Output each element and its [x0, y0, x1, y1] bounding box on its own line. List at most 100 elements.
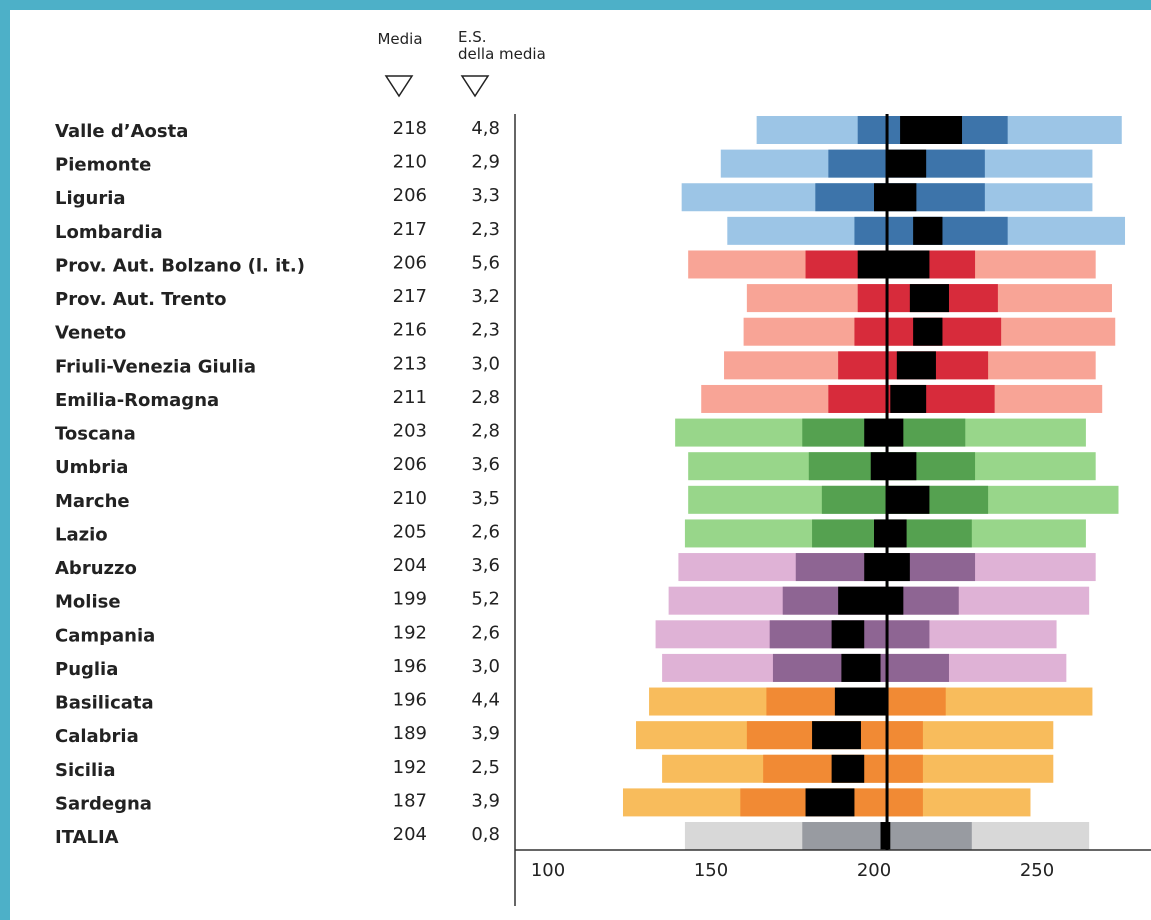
bar-mean-ci: [857, 250, 930, 279]
bar-mean-ci: [870, 452, 917, 481]
header-media: Media: [377, 30, 422, 48]
region-label: Toscana: [55, 424, 136, 445]
es-value: 5,2: [471, 589, 500, 610]
es-value: 2,9: [471, 152, 500, 173]
media-value: 206: [393, 454, 427, 475]
chart-row: Calabria 189 3,9: [55, 721, 1054, 750]
es-value: 2,3: [471, 219, 500, 240]
x-tick-label: 100: [531, 860, 565, 881]
media-value: 189: [393, 723, 427, 744]
region-label: Friuli-Venezia Giulia: [55, 356, 256, 377]
media-value: 213: [393, 353, 427, 374]
es-value: 2,5: [471, 757, 500, 778]
bar-mean-ci: [805, 788, 855, 817]
es-value: 3,9: [471, 790, 500, 811]
region-label: Umbria: [55, 457, 128, 478]
bar-mean-ci: [812, 721, 861, 750]
region-label: Emilia-Romagna: [55, 390, 219, 411]
bar-mean-ci: [913, 317, 943, 346]
bar-mean-ci: [874, 519, 907, 548]
region-label: Veneto: [55, 323, 126, 344]
es-value: 5,6: [471, 252, 500, 273]
media-value: 210: [393, 152, 427, 173]
chart-row: Molise 199 5,2: [55, 586, 1090, 615]
region-label: Calabria: [55, 726, 139, 747]
chart-frame: Media E.S. della media Valle d’Aosta 218 4…: [10, 10, 1151, 920]
bar-mean-ci: [890, 384, 927, 413]
region-label: Liguria: [55, 188, 126, 209]
es-value: 2,6: [471, 622, 500, 643]
es-value: 3,6: [471, 454, 500, 475]
bar-mean-ci: [880, 822, 891, 851]
media-value: 217: [393, 219, 427, 240]
media-value: 218: [393, 118, 427, 139]
x-tick-label: 250: [1020, 860, 1054, 881]
chart-row: Piemonte 210 2,9: [55, 149, 1093, 178]
es-value: 2,8: [471, 387, 500, 408]
region-label: Basilicata: [55, 693, 154, 714]
es-value: 0,8: [471, 824, 500, 845]
es-value: 3,0: [471, 656, 500, 677]
chart-row: Lombardia 217 2,3: [55, 216, 1126, 245]
x-tick-label: 150: [694, 860, 728, 881]
media-value: 204: [393, 555, 427, 576]
bar-mean-ci: [887, 485, 930, 514]
header-es-line1: E.S.: [458, 28, 487, 46]
media-value: 192: [393, 757, 427, 778]
media-value: 196: [393, 656, 427, 677]
bar-mean-ci: [896, 351, 936, 380]
bar-mean-ci: [887, 149, 927, 178]
chart-row: Valle d’Aosta 218 4,8: [55, 116, 1122, 144]
chart-row: Toscana 203 2,8: [55, 418, 1086, 447]
bar-mean-ci: [900, 116, 963, 144]
percentile-chart: Media E.S. della media Valle d’Aosta 218 4…: [55, 28, 1151, 906]
region-label: Prov. Aut. Bolzano (l. it.): [55, 255, 305, 276]
chart-row: Sicilia 192 2,5: [55, 754, 1054, 783]
x-tick-label: 200: [857, 860, 891, 881]
chart-row: Lazio 205 2,6: [55, 519, 1086, 548]
bar-mean-ci: [831, 754, 865, 783]
region-label: Prov. Aut. Trento: [55, 289, 226, 310]
chart-row: ITALIA 204 0,8: [55, 822, 1090, 851]
media-value: 205: [393, 521, 427, 542]
region-label: Valle d’Aosta: [55, 121, 188, 142]
region-label: Campania: [55, 625, 155, 646]
region-label: Lombardia: [55, 222, 163, 243]
chart-row: Friuli-Venezia Giulia 213 3,0: [55, 351, 1096, 380]
bar-mean-ci: [864, 418, 904, 447]
media-value: 210: [393, 488, 427, 509]
chart-row: Prov. Aut. Trento 217 3,2: [55, 284, 1112, 313]
es-value: 3,2: [471, 286, 500, 307]
region-label: Sicilia: [55, 760, 115, 781]
es-value: 2,8: [471, 421, 500, 442]
media-value: 192: [393, 622, 427, 643]
bar-mean-ci: [913, 216, 943, 245]
chart-row: Emilia-Romagna 211 2,8: [55, 384, 1103, 413]
chart-row: Marche 210 3,5: [55, 485, 1119, 514]
es-value: 4,4: [471, 690, 500, 711]
media-sort-triangle-icon: [384, 75, 414, 98]
es-value: 2,3: [471, 320, 500, 341]
chart-rows: Valle d’Aosta 218 4,8 Piemonte 210 2,9 Liguria…: [55, 116, 1126, 851]
es-value: 3,5: [471, 488, 500, 509]
es-value: 3,0: [471, 353, 500, 374]
region-label: ITALIA: [55, 827, 119, 848]
bar-mean-ci: [909, 284, 949, 313]
chart-row: Sardegna 187 3,9: [55, 788, 1031, 817]
es-value: 3,3: [471, 185, 500, 206]
region-label: Piemonte: [55, 155, 151, 176]
chart-row: Liguria 206 3,3: [55, 183, 1093, 212]
region-label: Lazio: [55, 524, 108, 545]
media-value: 217: [393, 286, 427, 307]
x-axis-ticks: 100 150 200 250: [531, 860, 1054, 881]
media-value: 216: [393, 320, 427, 341]
media-value: 206: [393, 252, 427, 273]
region-label: Marche: [55, 491, 130, 512]
chart-row: Umbria 206 3,6: [55, 452, 1096, 481]
bar-mean-ci: [834, 687, 888, 716]
region-label: Puglia: [55, 659, 118, 680]
region-label: Sardegna: [55, 793, 152, 814]
media-value: 211: [393, 387, 427, 408]
media-value: 204: [393, 824, 427, 845]
bar-mean-ci: [838, 586, 904, 615]
